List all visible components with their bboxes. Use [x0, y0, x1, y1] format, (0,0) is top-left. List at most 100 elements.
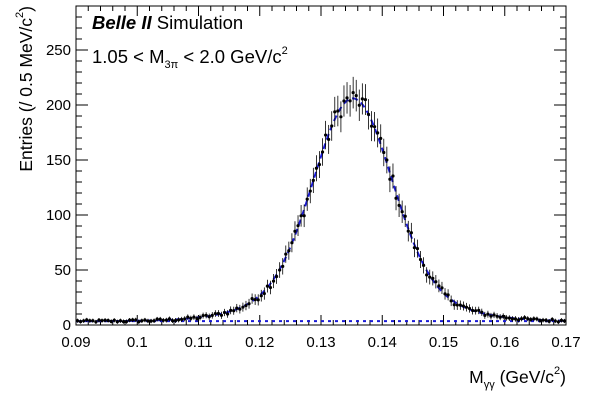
- data-point: [262, 291, 266, 296]
- data-point: [461, 304, 466, 308]
- x-axis-label-sup: 2: [554, 365, 560, 377]
- data-point: [406, 229, 410, 233]
- data-point: [259, 294, 263, 298]
- data-point: [88, 319, 92, 323]
- data-point: [137, 320, 141, 324]
- data-point: [354, 94, 358, 98]
- data-point: [360, 97, 364, 101]
- x-axis-label: Mγγ (GeV/c2): [469, 365, 566, 391]
- data-point: [474, 309, 478, 313]
- data-point: [369, 124, 374, 128]
- total-fit-curve: [76, 97, 566, 323]
- data-point: [510, 317, 515, 321]
- data-point: [452, 303, 456, 307]
- data-point: [207, 315, 211, 319]
- data-point: [180, 317, 184, 322]
- data-point: [342, 99, 346, 103]
- x-tick-label: 0.12: [245, 334, 274, 351]
- data-point: [323, 133, 328, 137]
- data-point: [480, 310, 484, 314]
- data-point: [308, 189, 312, 193]
- data-point: [412, 246, 417, 250]
- selection-upper: < 2.0 GeV/c: [178, 46, 281, 67]
- data-point: [302, 214, 306, 218]
- x-axis-ticks: 0.09 0.1 0.11 0.12 0.13 0.14 0.15 0.16 0.17: [61, 6, 581, 351]
- data-point: [327, 137, 331, 142]
- data-point: [173, 318, 178, 323]
- data-point: [229, 308, 233, 312]
- data-point: [100, 318, 104, 323]
- x-tick-label: 0.1: [127, 334, 148, 351]
- data-point: [541, 318, 545, 322]
- data-point: [553, 319, 557, 323]
- data-point: [357, 103, 361, 107]
- data-point: [143, 318, 147, 322]
- y-tick-label: 250: [46, 42, 71, 59]
- data-point: [293, 229, 297, 233]
- data-point: [455, 303, 459, 307]
- data-point: [152, 319, 156, 323]
- data-point: [498, 315, 502, 319]
- data-point: [161, 318, 165, 322]
- data-point: [192, 315, 196, 319]
- data-point: [244, 303, 248, 308]
- data-point: [82, 319, 86, 323]
- data-point: [131, 318, 135, 322]
- data-point: [470, 308, 475, 313]
- total-fit-layer: [76, 97, 566, 323]
- data-point: [103, 318, 107, 322]
- data-point: [431, 276, 435, 280]
- data-point: [299, 214, 303, 218]
- selection-subscript: 3π: [165, 59, 179, 71]
- data-point: [418, 257, 423, 262]
- y-axis-label-close: ): [16, 6, 36, 12]
- data-point: [186, 315, 190, 319]
- data-point: [495, 314, 499, 318]
- data-point: [397, 203, 401, 207]
- data-point: [284, 252, 288, 256]
- data-point: [210, 313, 214, 317]
- x-tick-label: 0.15: [429, 334, 458, 351]
- data-point: [544, 318, 548, 322]
- y-tick-label: 150: [46, 152, 71, 169]
- data-point: [379, 136, 383, 141]
- data-point: [176, 318, 181, 322]
- data-point: [556, 320, 560, 324]
- data-point: [437, 284, 441, 288]
- data-point: [222, 310, 227, 315]
- data-point: [78, 320, 83, 324]
- data-point: [201, 313, 205, 318]
- data-point: [409, 231, 413, 235]
- data-point: [311, 178, 315, 183]
- data-point: [519, 317, 524, 321]
- data-point: [372, 125, 377, 129]
- data-points-layer: [75, 76, 567, 325]
- data-point: [225, 312, 230, 316]
- data-point: [391, 174, 395, 178]
- y-tick-label: 0: [63, 317, 71, 334]
- data-point: [115, 320, 119, 324]
- data-point: [167, 317, 172, 321]
- data-point: [385, 158, 389, 162]
- data-point: [434, 280, 438, 284]
- y-tick-label: 100: [46, 207, 71, 224]
- data-point: [121, 320, 126, 324]
- data-point: [204, 313, 208, 317]
- data-point: [94, 320, 98, 324]
- data-point: [85, 318, 89, 322]
- data-point: [274, 274, 279, 279]
- data-point: [278, 268, 282, 272]
- data-point: [287, 249, 291, 253]
- data-point: [112, 318, 116, 322]
- x-axis-label-sub: γγ: [484, 379, 496, 391]
- y-tick-label: 200: [46, 97, 71, 114]
- data-point: [305, 197, 309, 201]
- data-point: [281, 264, 285, 268]
- data-point: [118, 319, 123, 323]
- data-point: [333, 110, 337, 114]
- data-point: [339, 115, 343, 119]
- data-point: [382, 150, 386, 155]
- data-point: [477, 308, 481, 312]
- data-point: [516, 318, 521, 322]
